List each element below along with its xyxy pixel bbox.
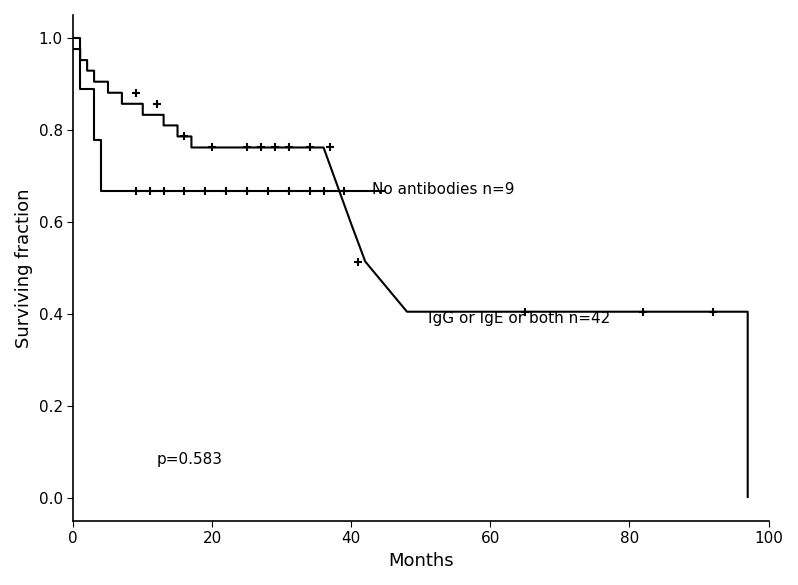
Text: No antibodies n=9: No antibodies n=9: [372, 183, 515, 197]
Text: IgG or IgE or both n=42: IgG or IgE or both n=42: [428, 311, 610, 326]
X-axis label: Months: Months: [388, 552, 454, 570]
Text: p=0.583: p=0.583: [156, 452, 223, 466]
Y-axis label: Surviving fraction: Surviving fraction: [15, 188, 33, 347]
